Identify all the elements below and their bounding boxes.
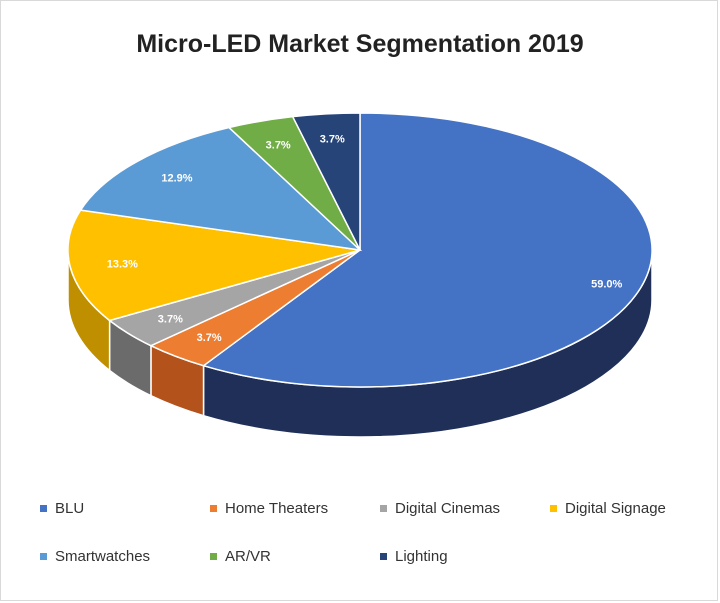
legend-swatch-ar-vr bbox=[210, 553, 217, 560]
legend-swatch-digital-signage bbox=[550, 505, 557, 512]
data-label-smartwatches: 12.9% bbox=[161, 173, 192, 185]
data-label-home-theaters: 3.7% bbox=[197, 332, 222, 344]
legend-label-smartwatches: Smartwatches bbox=[55, 548, 151, 565]
legend-item-digital-signage: Digital Signage bbox=[550, 500, 666, 517]
legend-item-blu: BLU bbox=[40, 500, 84, 517]
legend-item-lighting: Lighting bbox=[380, 548, 448, 565]
legend-item-home-theaters: Home Theaters bbox=[210, 500, 328, 517]
pie-slice-digital-signage bbox=[67, 209, 361, 322]
legend-swatch-blu bbox=[40, 505, 47, 512]
pie-slice-lighting bbox=[291, 112, 361, 251]
legend-label-blu: BLU bbox=[55, 500, 85, 517]
legend-label-digital-cinemas: Digital Cinemas bbox=[395, 500, 501, 517]
legend-label-ar-vr: AR/VR bbox=[225, 548, 271, 565]
data-label-digital-cinemas: 3.7% bbox=[158, 314, 183, 326]
legend-item-ar-vr: AR/VR bbox=[210, 548, 271, 565]
pie-slice-smartwatches bbox=[79, 126, 363, 252]
legend-label-lighting: Lighting bbox=[395, 548, 448, 565]
legend-item-smartwatches: Smartwatches bbox=[40, 548, 150, 565]
legend-swatch-home-theaters bbox=[210, 505, 217, 512]
legend-label-home-theaters: Home Theaters bbox=[225, 500, 329, 517]
legend-label-digital-signage: Digital Signage bbox=[565, 500, 666, 517]
data-label-digital-signage: 13.3% bbox=[107, 259, 138, 271]
data-label-ar-vr: 3.7% bbox=[266, 139, 291, 151]
data-label-blu: 59.0% bbox=[591, 279, 622, 291]
legend-swatch-smartwatches bbox=[40, 553, 47, 560]
legend-item-digital-cinemas: Digital Cinemas bbox=[380, 500, 500, 517]
data-label-lighting: 3.7% bbox=[320, 133, 345, 145]
legend-swatch-lighting bbox=[380, 553, 387, 560]
chart-title: Micro-LED Market Segmentation 2019 bbox=[136, 30, 584, 58]
legend-swatch-digital-cinemas bbox=[380, 505, 387, 512]
pie-slice-blu bbox=[201, 112, 653, 388]
